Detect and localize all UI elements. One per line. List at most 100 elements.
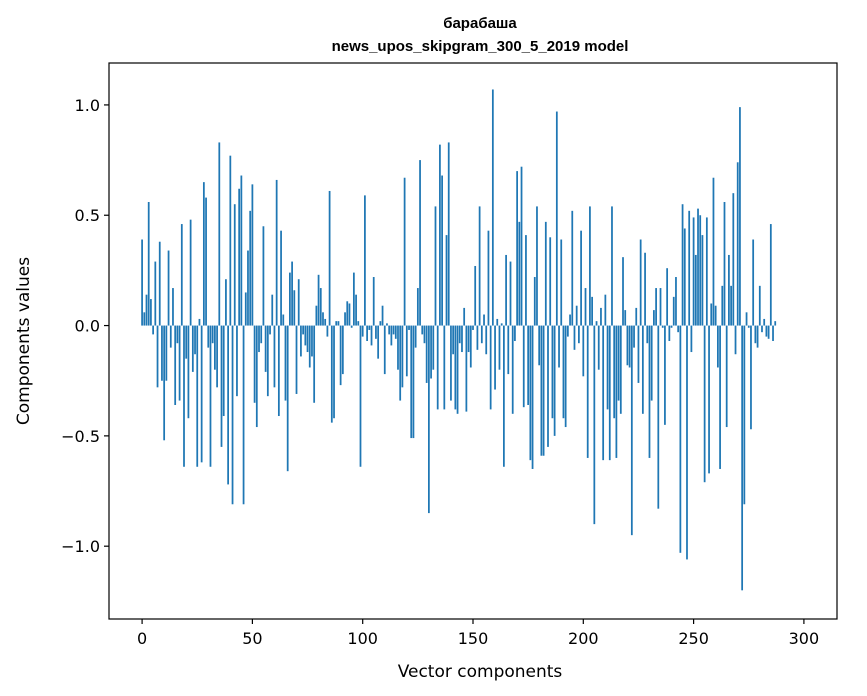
- bar-268: [732, 193, 735, 326]
- bar-26: [198, 318, 201, 326]
- bar-132: [432, 325, 435, 370]
- bar-166: [507, 325, 510, 375]
- bar-91: [341, 325, 344, 375]
- x-tick-label: 150: [458, 629, 489, 648]
- bar-249: [690, 325, 693, 353]
- bar-58: [269, 325, 271, 335]
- bar-99: [359, 325, 362, 467]
- bar-120: [405, 325, 408, 377]
- x-tick-label: 50: [242, 629, 262, 648]
- bar-142: [454, 325, 457, 410]
- bar-28: [202, 182, 205, 326]
- bar-146: [463, 307, 466, 326]
- bar-24: [194, 325, 196, 355]
- bar-34: [216, 325, 218, 388]
- bar-90: [339, 325, 342, 386]
- bar-174: [525, 235, 527, 326]
- bar-196: [573, 325, 576, 350]
- bar-56: [264, 325, 267, 372]
- chart-title: барабаша: [443, 15, 517, 32]
- bar-21: [187, 325, 190, 419]
- bar-248: [688, 210, 691, 326]
- bar-104: [370, 325, 373, 346]
- bar-72: [300, 325, 302, 357]
- bar-62: [277, 325, 280, 417]
- bar-219: [624, 310, 627, 326]
- bar-264: [723, 202, 726, 326]
- bar-217: [619, 325, 622, 414]
- bar-206: [595, 321, 598, 326]
- bar-106: [375, 325, 377, 339]
- x-axis-label: Vector components: [398, 662, 563, 682]
- bar-283: [765, 325, 768, 337]
- bar-192: [564, 325, 567, 428]
- bar-225: [637, 325, 640, 383]
- bar-202: [586, 325, 589, 458]
- bar-204: [591, 296, 593, 326]
- bar-189: [558, 325, 560, 368]
- bar-245: [681, 204, 684, 326]
- bar-194: [569, 314, 571, 326]
- bar-32: [211, 325, 214, 344]
- bar-155: [483, 314, 485, 326]
- bar-157: [487, 230, 490, 326]
- bar-138: [445, 235, 448, 326]
- bar-259: [712, 177, 715, 326]
- bar-139: [447, 142, 450, 326]
- bar-3: [147, 202, 150, 326]
- bar-108: [379, 321, 382, 326]
- bar-269: [734, 325, 737, 355]
- bar-125: [416, 288, 419, 326]
- x-tick-label: 200: [568, 629, 599, 648]
- bar-277: [752, 239, 755, 326]
- bar-229: [646, 325, 649, 344]
- y-tick-label: 1.0: [75, 96, 100, 115]
- bar-83: [324, 318, 327, 326]
- bar-112: [388, 325, 391, 335]
- bar-111: [386, 323, 388, 326]
- bar-41: [231, 325, 234, 505]
- bar-239: [668, 325, 671, 341]
- bar-183: [544, 221, 547, 326]
- bar-19: [183, 325, 185, 467]
- bar-168: [511, 325, 514, 414]
- bar-171: [518, 221, 521, 326]
- bar-177: [531, 325, 534, 469]
- bar-101: [364, 195, 366, 326]
- bar-15: [174, 325, 177, 405]
- bar-131: [430, 325, 432, 379]
- y-tick-label: −0.5: [61, 427, 100, 446]
- bar-257: [708, 325, 710, 474]
- bar-205: [593, 325, 596, 525]
- bar-59: [271, 294, 274, 326]
- bar-203: [589, 206, 591, 326]
- bar-116: [397, 325, 399, 370]
- bar-167: [509, 261, 512, 326]
- bars-group: [141, 89, 777, 591]
- bar-236: [661, 325, 664, 328]
- bar-1: [143, 312, 146, 326]
- bar-165: [505, 254, 507, 326]
- bar-136: [441, 175, 443, 326]
- bar-8: [158, 241, 161, 326]
- bar-25: [196, 325, 199, 467]
- bar-97: [355, 294, 357, 326]
- bar-216: [617, 325, 620, 401]
- bar-92: [344, 312, 346, 326]
- bar-103: [368, 325, 371, 330]
- bar-178: [533, 277, 536, 326]
- bar-4: [150, 299, 152, 326]
- bar-160: [494, 325, 496, 390]
- bar-182: [542, 325, 545, 456]
- bar-49: [249, 210, 252, 326]
- bar-117: [399, 325, 402, 401]
- bar-122: [410, 325, 413, 439]
- plot-frame: [108, 62, 838, 620]
- bar-98: [357, 321, 360, 326]
- bar-241: [672, 296, 675, 326]
- bar-61: [275, 179, 278, 326]
- bar-242: [675, 277, 677, 326]
- bar-250: [692, 217, 695, 326]
- bar-9: [161, 325, 163, 381]
